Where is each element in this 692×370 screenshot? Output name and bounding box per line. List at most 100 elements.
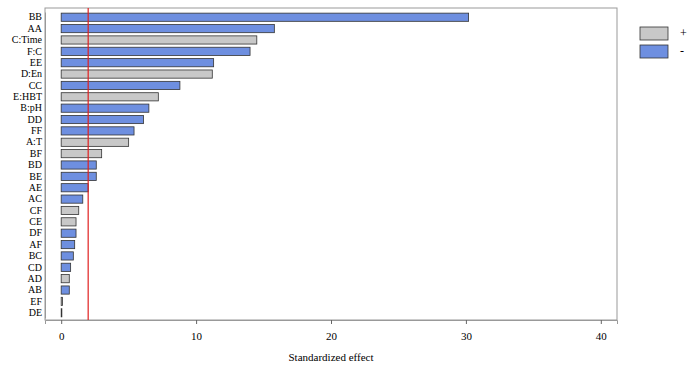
chart: 010203040BBAAC:TimeF:CEED:EnCCE:HBTB:pHD… <box>0 0 692 370</box>
y-tick-label: F:C <box>27 46 42 57</box>
y-tick: BD <box>28 159 42 170</box>
x-tick-label: 0 <box>59 330 65 342</box>
y-tick: BC <box>29 250 43 261</box>
bar <box>61 47 250 55</box>
y-tick-label: DD <box>28 114 42 125</box>
bar <box>61 81 180 89</box>
y-axis: BBAAC:TimeF:CEED:EnCCE:HBTB:pHDDFFA:TBFB… <box>12 11 46 318</box>
x-tick-mark <box>601 320 602 324</box>
y-tick: C:Time <box>12 34 43 45</box>
x-tick-mark <box>61 320 62 324</box>
legend: +- <box>640 26 687 58</box>
y-tick-label: EE <box>30 57 42 68</box>
x-tick-label: 30 <box>461 330 473 342</box>
y-tick-label: CC <box>29 80 43 91</box>
y-tick: EF <box>30 296 42 307</box>
bar <box>61 286 69 294</box>
bar <box>61 297 62 305</box>
y-tick: AF <box>29 239 42 250</box>
y-tick-label: D:En <box>21 68 42 79</box>
legend-swatch <box>640 27 668 40</box>
y-tick: AA <box>28 23 43 34</box>
reference-line <box>88 8 89 320</box>
y-tick: DF <box>29 227 42 238</box>
y-tick: CF <box>30 205 43 216</box>
bar <box>61 138 128 146</box>
bar <box>61 93 158 101</box>
y-tick-label: E:HBT <box>13 91 42 102</box>
y-tick: CD <box>28 262 42 273</box>
x-tick-label: 10 <box>191 330 203 342</box>
y-tick: BB <box>29 11 43 22</box>
x-tick-mark <box>466 320 467 324</box>
x-tick-mark <box>331 320 332 324</box>
y-tick: EE <box>30 57 42 68</box>
y-tick-label: DE <box>29 307 42 318</box>
y-tick-label: AC <box>28 193 42 204</box>
x-axis-line <box>46 321 618 325</box>
y-tick: FF <box>31 125 43 136</box>
bar <box>61 252 73 260</box>
bar <box>61 195 83 203</box>
bars <box>61 8 468 320</box>
y-tick: AD <box>28 273 42 284</box>
y-tick: BE <box>29 171 42 182</box>
y-tick-label: AA <box>28 23 43 34</box>
bar <box>61 36 257 44</box>
y-tick-label: CD <box>28 262 42 273</box>
x-tick-label: 40 <box>596 330 608 342</box>
bar <box>61 25 274 33</box>
plot-frame <box>45 8 617 320</box>
y-tick-label: CF <box>30 205 43 216</box>
y-tick: DD <box>28 114 42 125</box>
x-tick: 0 <box>59 320 65 342</box>
x-axis: 0 10 20 30 40 <box>46 320 618 342</box>
legend-label: - <box>680 44 684 58</box>
y-tick: AB <box>28 284 42 295</box>
y-tick-label: CE <box>29 216 42 227</box>
y-tick-label: EF <box>30 296 42 307</box>
y-tick: AC <box>28 193 42 204</box>
y-tick-label: B:pH <box>20 102 42 113</box>
y-tick-label: DF <box>29 227 42 238</box>
legend-label: + <box>680 26 687 40</box>
bar <box>61 263 70 271</box>
plot-area: 010203040BBAAC:TimeF:CEED:EnCCE:HBTB:pHD… <box>12 8 618 342</box>
bar <box>61 150 101 158</box>
y-axis-line <box>45 13 46 319</box>
x-tick: 40 <box>596 320 608 342</box>
y-tick: F:C <box>27 46 42 57</box>
y-tick-label: AF <box>29 239 42 250</box>
x-tick: 10 <box>191 320 203 342</box>
bar <box>61 229 76 237</box>
y-tick: DE <box>29 307 42 318</box>
bar <box>61 104 149 112</box>
y-tick: D:En <box>21 68 42 79</box>
bar <box>61 184 88 192</box>
bar <box>61 240 74 248</box>
y-tick: BF <box>30 148 43 159</box>
bar <box>61 172 96 180</box>
y-tick-label: BC <box>29 250 43 261</box>
bar <box>61 206 79 214</box>
x-tick-label: 20 <box>326 330 338 342</box>
y-tick-label: BB <box>29 11 43 22</box>
bar <box>61 161 96 169</box>
bar <box>61 275 69 283</box>
y-tick: B:pH <box>20 102 42 113</box>
y-tick-label: BE <box>29 171 42 182</box>
x-tick-mark <box>196 320 197 324</box>
y-tick-label: C:Time <box>12 34 43 45</box>
bar <box>61 70 212 78</box>
y-tick: CC <box>29 80 43 91</box>
x-tick: 30 <box>461 320 473 342</box>
x-axis-title: Standardized effect <box>288 351 373 363</box>
y-tick-label: A:T <box>26 136 42 147</box>
y-tick-label: BF <box>30 148 43 159</box>
bar <box>61 59 213 67</box>
y-tick: E:HBT <box>13 91 42 102</box>
bar <box>61 127 134 135</box>
y-tick: A:T <box>26 136 42 147</box>
bar <box>61 115 143 123</box>
y-tick-label: FF <box>31 125 43 136</box>
